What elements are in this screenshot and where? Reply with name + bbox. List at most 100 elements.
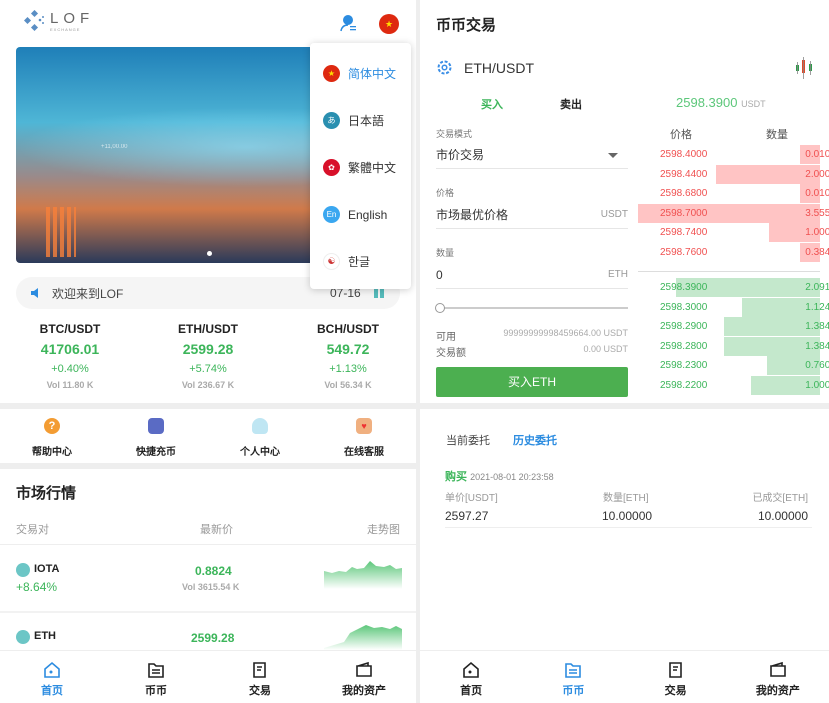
language-flag-button[interactable]: ★ [379,14,399,34]
ticker-price: 549.72 [326,341,370,357]
jp-icon: あ [323,112,340,129]
market-row-iota[interactable]: IOTA +8.64% 0.8824 Vol 3615.54 K [0,545,416,611]
market-header-price: 最新价 [200,524,233,536]
coin-price: 2599.28 [191,631,235,645]
book-price: 2598.7600 [660,247,708,258]
available-value: 99999999998459664.00 USDT [503,328,628,338]
banner-bars [46,207,76,257]
bid-row[interactable]: 2598.2900 1.3840 [638,317,829,337]
book-header-price: 价格 [670,129,692,141]
notice-date: 07-16 [330,286,361,300]
bid-row[interactable]: 2598.3900 2.0915 [638,278,829,297]
bid-row[interactable]: 2598.3000 1.1240 [638,297,829,317]
mode-value: 市价交易 [436,148,485,162]
language-option-ja[interactable]: あ日本語 [310,97,411,144]
quick-help-center[interactable]: ? 帮助中心 [7,418,97,458]
ticker-change: +0.40% [51,363,89,375]
deposit-icon [148,418,164,434]
nav-assets[interactable]: 我的资产 [312,651,416,703]
market-row-eth[interactable]: ETH 2599.28 [0,613,416,650]
ticker-bch[interactable]: BCH/USDT 549.72 +1.13% Vol 56.34 K [288,322,408,390]
nav-coin[interactable]: 币币 [522,651,624,703]
ticker-eth[interactable]: ETH/USDT 2599.28 +5.74% Vol 236.67 K [148,322,268,390]
ticker-volume: Vol 236.67 K [181,380,235,390]
language-option-ko[interactable]: ☯ 한글 [310,238,411,285]
mode-label: 交易模式 [436,129,473,139]
pair-selector[interactable]: ETH/USDT [464,60,534,76]
ask-row[interactable]: 2598.7400 1.0000 [638,223,829,243]
order-record[interactable]: 购买 2021-08-01 20:23:58 [445,468,554,484]
quick-online-support[interactable]: ♥ 在线客服 [319,418,409,458]
last-price: 2598.3900 USDT [676,95,766,110]
ask-row[interactable]: 2598.6800 0.0100 [638,184,829,204]
bid-row[interactable]: 2598.2200 1.0000 [638,376,829,395]
depth-bar [676,278,820,297]
divider [0,544,416,545]
speaker-icon [31,288,38,298]
language-option-en[interactable]: En English [310,191,411,238]
last-price-value: 2598.3900 [676,95,738,110]
buy-submit-button[interactable]: 买入ETH [436,367,628,397]
ask-row[interactable]: 2598.7000 3.5553 [638,203,829,223]
nav-coin[interactable]: 币币 [104,651,208,703]
quick-deposit[interactable]: 快捷充币 [111,418,201,458]
tab-current-orders[interactable]: 当前委托 [446,435,490,447]
depth-bar [716,164,820,184]
nav-trade[interactable]: 交易 [208,651,312,703]
price-input[interactable]: 市场最优价格 USDT [436,201,628,229]
divider [420,403,829,409]
user-menu-icon[interactable] [340,14,358,32]
depth-bar [799,184,820,204]
trade-document-icon [253,662,266,678]
book-price: 2598.4000 [660,149,708,160]
order-header-price: 单价[USDT] [445,493,498,504]
language-option-zh-tw[interactable]: ✿ 繁體中文 [310,144,411,191]
mode-select[interactable]: 市价交易 [436,141,628,169]
language-label: 简体中文 [348,67,397,81]
divider [0,611,416,613]
order-time: 2021-08-01 20:23:58 [470,472,554,482]
wallet-icon [770,661,786,677]
home-icon [44,661,60,678]
qty-input[interactable]: 0 ETH [436,261,628,289]
depth-bar [723,317,820,337]
ask-row[interactable]: 2598.4000 0.0100 [638,145,829,164]
market-header-pair: 交易对 [16,524,49,536]
market-header-trend: 走势图 [367,524,400,536]
tab-order-history[interactable]: 历史委托 [513,435,557,447]
slider-handle[interactable] [435,303,445,313]
quick-label: 个人中心 [240,447,280,458]
ask-row[interactable]: 2598.4400 2.0000 [638,164,829,184]
language-option-zh-cn[interactable]: ★ 简体中文 [310,50,411,97]
book-qty: 1.1240 [805,301,829,313]
last-price-unit: USDT [741,99,766,109]
nav-home[interactable]: 首页 [420,651,522,703]
ticker-volume: Vol 56.34 K [324,380,372,390]
quick-personal-center[interactable]: 个人中心 [215,418,305,458]
nav-trade[interactable]: 交易 [625,651,727,703]
bottom-nav: 首页 币币 交易 我的资产 [0,650,416,703]
book-qty: 1.3840 [805,340,829,352]
ask-row[interactable]: 2598.7600 0.3848 [638,243,829,262]
settings-gear-icon[interactable] [436,59,453,76]
nav-assets[interactable]: 我的资产 [727,651,829,703]
logo: LOF EXCHANGE [24,10,94,32]
ticker-volume: Vol 11.80 K [46,380,94,390]
book-price: 2598.7400 [660,227,708,239]
nav-home[interactable]: 首页 [0,651,104,703]
price-label: 价格 [436,188,455,198]
nav-label: 交易 [664,685,687,697]
ticker-btc[interactable]: BTC/USDT 41706.01 +0.40% Vol 11.80 K [10,322,130,390]
tab-sell[interactable]: 卖出 [560,99,582,111]
kline-chart-icon[interactable] [794,57,814,79]
grid-icon[interactable] [374,288,384,298]
carousel-dot[interactable] [207,251,212,256]
bid-row[interactable]: 2598.2300 0.7603 [638,356,829,376]
language-label: 日本語 [348,114,385,128]
qty-slider[interactable] [435,303,628,313]
tab-buy[interactable]: 买入 [481,99,503,111]
bid-row[interactable]: 2598.2800 1.3840 [638,336,829,356]
depth-bar [799,243,820,262]
coin-icon [16,563,30,577]
logo-subtext: EXCHANGE [50,27,81,32]
